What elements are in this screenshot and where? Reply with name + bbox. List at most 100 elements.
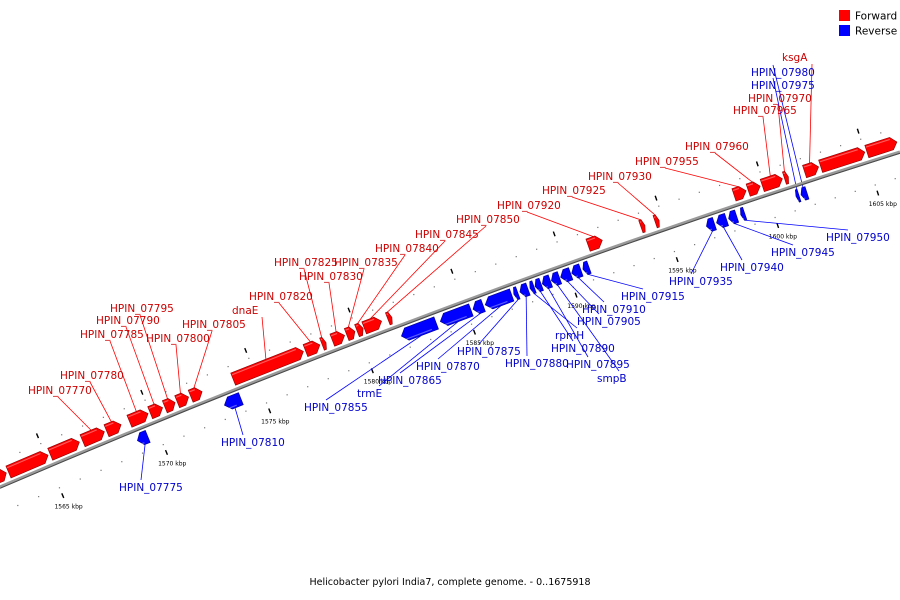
- gene-arrow-hpin_07785[interactable]: [126, 409, 149, 428]
- gene-arrow-hpin_07945[interactable]: [728, 209, 740, 225]
- major-tick-upper: [140, 389, 144, 395]
- gene-arrow-hpin_07880[interactable]: [519, 282, 531, 298]
- gene-label[interactable]: HPIN_07905: [577, 316, 641, 328]
- gene-arrow[interactable]: [47, 437, 80, 461]
- gene-highlight: [81, 429, 97, 437]
- gene-label[interactable]: smpB: [597, 373, 627, 385]
- gene-label[interactable]: HPIN_07790: [96, 315, 160, 327]
- gene-arrow-hpin_07910[interactable]: [571, 263, 584, 279]
- gene-arrow-hpin_07895[interactable]: [541, 274, 553, 290]
- gene-highlight: [708, 228, 713, 232]
- gene-label[interactable]: HPIN_07865: [378, 375, 442, 387]
- gene-label[interactable]: HPIN_07870: [416, 361, 480, 373]
- gene-arrow-hpin_07930[interactable]: [652, 214, 660, 229]
- gene-label[interactable]: HPIN_07850: [456, 214, 520, 226]
- gene-arrow-hpin_07845[interactable]: [361, 316, 382, 335]
- gene-arrow-hpin_07840[interactable]: [354, 322, 364, 338]
- gene-arrow[interactable]: [818, 147, 866, 173]
- gene-label[interactable]: ksgA: [782, 52, 808, 64]
- gene-arrow-hpin_07950[interactable]: [740, 206, 748, 221]
- gene-arrow-hpin_07935[interactable]: [706, 217, 717, 232]
- gene-arrow-hpin_07960[interactable]: [745, 181, 761, 197]
- gene-arrow-hpin_07795[interactable]: [161, 398, 176, 414]
- gene-label[interactable]: HPIN_07930: [588, 171, 652, 183]
- gene-arrow-dnae[interactable]: [230, 347, 304, 386]
- gene-arrow-hpin_07955[interactable]: [731, 186, 747, 202]
- gene-label[interactable]: HPIN_07800: [146, 333, 210, 345]
- gene-label[interactable]: HPIN_07780: [60, 370, 124, 382]
- gene-arrow-hpin_07775[interactable]: [137, 430, 151, 446]
- gene-label[interactable]: HPIN_07920: [497, 200, 561, 212]
- gene-label[interactable]: dnaE: [232, 305, 258, 317]
- gene-label[interactable]: HPIN_07965: [733, 105, 797, 117]
- gene-label[interactable]: HPIN_07845: [415, 229, 479, 241]
- gene-arrow-hpin_07980[interactable]: [800, 186, 810, 201]
- gene-label[interactable]: HPIN_07805: [182, 319, 246, 331]
- gene-arrow-hpin_07925[interactable]: [638, 219, 646, 234]
- gene-label[interactable]: HPIN_07925: [542, 185, 606, 197]
- gene-arrow-hpin_07870[interactable]: [484, 288, 515, 310]
- gene-label[interactable]: HPIN_07970: [748, 93, 812, 105]
- gene-label[interactable]: HPIN_07975: [751, 80, 815, 92]
- gene-arrow-hpin_07855[interactable]: [401, 316, 439, 341]
- gene-arrow[interactable]: [864, 137, 898, 159]
- gene-label[interactable]: HPIN_07770: [28, 385, 92, 397]
- gene-arrow-hpin_07835[interactable]: [343, 326, 356, 341]
- minor-tick-dot: [613, 272, 615, 274]
- gene-label[interactable]: HPIN_07840: [375, 243, 439, 255]
- gene-label[interactable]: HPIN_07835: [334, 257, 398, 269]
- gene-arrow-hpin_07920[interactable]: [585, 235, 603, 252]
- gene-arrow-hpin_07770[interactable]: [79, 427, 105, 448]
- gene-label[interactable]: HPIN_07825: [274, 257, 338, 269]
- minor-tick-dot: [814, 203, 816, 205]
- gene-arrow-hpin_07780[interactable]: [103, 420, 122, 438]
- gene-arrow-rpmh[interactable]: [529, 280, 537, 295]
- leader-line: [617, 182, 656, 216]
- gene-arrow-hpin_07940[interactable]: [716, 213, 729, 228]
- gene-arrow-hpin_07915[interactable]: [582, 260, 592, 275]
- gene-label[interactable]: HPIN_07895: [566, 359, 630, 371]
- gene-label[interactable]: HPIN_07910: [582, 304, 646, 316]
- gene-label[interactable]: HPIN_07945: [771, 247, 835, 259]
- gene-arrow-smpb[interactable]: [551, 271, 563, 286]
- gene-arrow-hpin_07905[interactable]: [560, 267, 574, 283]
- gene-label[interactable]: HPIN_07890: [551, 343, 615, 355]
- gene-label[interactable]: HPIN_07785: [80, 329, 144, 341]
- gene-label[interactable]: HPIN_07935: [669, 276, 733, 288]
- gene-label[interactable]: HPIN_07960: [685, 141, 749, 153]
- gene-arrow-hpin_07970[interactable]: [782, 170, 789, 185]
- gene-label[interactable]: HPIN_07950: [826, 232, 890, 244]
- gene-label[interactable]: HPIN_07795: [110, 303, 174, 315]
- gene-arrow-hpin_07890[interactable]: [534, 277, 544, 292]
- gene-label[interactable]: HPIN_07855: [304, 402, 368, 414]
- gene-label[interactable]: trmE: [357, 388, 382, 400]
- gene-arrow-hpin_07850[interactable]: [385, 311, 393, 326]
- gene-arrow[interactable]: [5, 451, 49, 479]
- gene-arrow-hpin_07975[interactable]: [794, 188, 802, 203]
- gene-arrow-trme[interactable]: [439, 303, 474, 326]
- gene-arrow-hpin_07790[interactable]: [147, 403, 163, 420]
- gene-label[interactable]: HPIN_07980: [751, 67, 815, 79]
- gene-label[interactable]: HPIN_07955: [635, 156, 699, 168]
- gene-label[interactable]: HPIN_07820: [249, 291, 313, 303]
- gene-label[interactable]: HPIN_07775: [119, 482, 183, 494]
- gene-label[interactable]: HPIN_07830: [299, 271, 363, 283]
- leader-line: [526, 211, 594, 237]
- gene-arrow-hpin_07820[interactable]: [302, 340, 321, 357]
- gene-arrow-hpin_07810[interactable]: [224, 392, 244, 410]
- gene-arrow-ksga[interactable]: [802, 162, 819, 179]
- gene-arrow[interactable]: [0, 469, 7, 483]
- gene-label[interactable]: HPIN_07940: [720, 262, 784, 274]
- gene-arrow-hpin_07825[interactable]: [319, 336, 327, 351]
- gene-arrow-hpin_07830[interactable]: [329, 331, 345, 347]
- gene-arrow-hpin_07800[interactable]: [174, 392, 189, 409]
- gene-arrow-hpin_07805[interactable]: [187, 387, 203, 403]
- gene-label[interactable]: HPIN_07915: [621, 291, 685, 303]
- gene-arrow-hpin_07965[interactable]: [759, 173, 783, 192]
- gene-label[interactable]: HPIN_07875: [457, 346, 521, 358]
- gene-arrow-hpin_07865[interactable]: [472, 299, 486, 315]
- gene-label[interactable]: HPIN_07810: [221, 437, 285, 449]
- gene-label[interactable]: rpmH: [555, 330, 584, 342]
- gene-arrow-hpin_07875[interactable]: [513, 286, 521, 301]
- gene-label[interactable]: HPIN_07880: [505, 358, 569, 370]
